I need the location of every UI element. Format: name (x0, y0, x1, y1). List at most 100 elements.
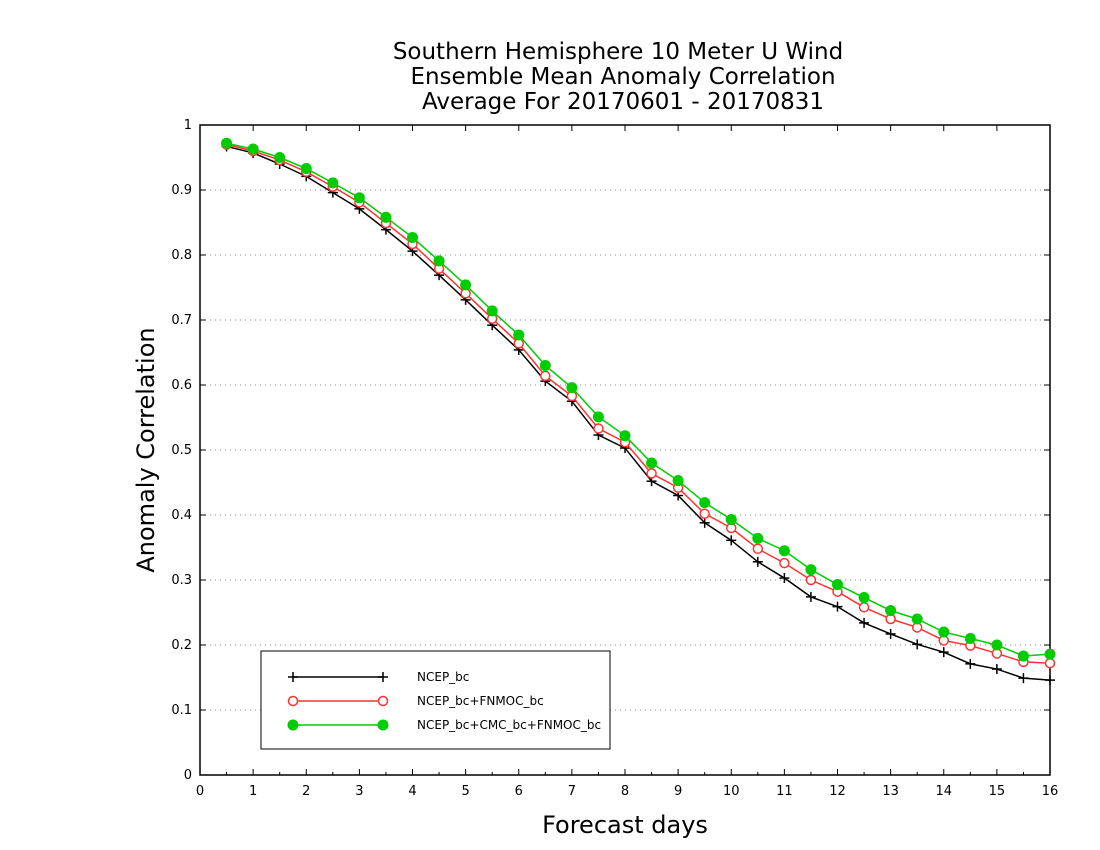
x-tick-label: 9 (674, 784, 682, 799)
data-point (858, 602, 870, 613)
data-point (778, 545, 790, 557)
data-point (805, 574, 817, 586)
x-tick-label: 6 (515, 784, 523, 799)
data-point (779, 557, 790, 569)
data-point (672, 475, 684, 487)
data-point (699, 517, 710, 528)
data-point (221, 137, 233, 149)
series-1 (221, 141, 1055, 686)
legend-label: NCEP_bc+FNMOC_bc (417, 694, 544, 708)
series (221, 137, 1056, 686)
title-line-2: Ensemble Mean Anomaly Correlation (410, 64, 835, 90)
data-point (380, 211, 392, 223)
y-tick-label: 0.1 (171, 703, 192, 718)
data-point (991, 639, 1003, 651)
data-point (1045, 675, 1055, 686)
data-point (699, 508, 710, 519)
data-point (593, 423, 604, 434)
x-tick-label: 1 (249, 784, 257, 799)
legend-marker (377, 695, 389, 707)
data-point (327, 177, 339, 189)
series-line (226, 142, 1051, 657)
legend-marker (377, 719, 389, 731)
data-point (725, 514, 737, 526)
data-point (274, 152, 286, 163)
y-tick-label: 1 (184, 118, 192, 133)
data-point (540, 370, 551, 382)
data-point (938, 647, 949, 658)
legend: NCEP_bc NCEP_bc+FNMOC_bc NCEP_bc+CMC_bc+FN… (260, 650, 611, 750)
data-point (619, 430, 631, 442)
data-point (566, 382, 578, 394)
data-point (858, 592, 870, 604)
data-point (964, 633, 976, 644)
x-tick-label: 11 (776, 784, 793, 799)
title-line-1: Southern Hemisphere 10 Meter U Wind (393, 39, 843, 65)
x-tick-label: 15 (989, 784, 1006, 799)
x-tick-label: 10 (723, 784, 740, 799)
x-tick-label: 8 (621, 784, 629, 799)
data-point (247, 143, 259, 155)
data-point (513, 329, 525, 341)
data-point (1018, 673, 1029, 684)
data-point (805, 591, 816, 602)
data-point (460, 279, 472, 291)
legend-label: NCEP_bc+CMC_bc+FNMOC_bc (417, 718, 601, 732)
series-2 (221, 139, 1056, 669)
legend-marker (288, 672, 298, 682)
data-point (486, 305, 498, 317)
legend-item: NCEP_bc+CMC_bc+FNMOC_bc (287, 718, 601, 732)
data-point (965, 658, 976, 669)
y-tick-label: 0.4 (171, 508, 192, 523)
data-point (752, 532, 764, 544)
x-tick-label: 14 (935, 784, 952, 799)
data-point (646, 468, 657, 479)
legend-label: NCEP_bc (417, 670, 469, 684)
y-tick-label: 0 (184, 768, 192, 783)
data-point (832, 579, 843, 591)
legend-item: NCEP_bc (288, 670, 469, 684)
y-tick-label: 0.9 (171, 183, 192, 198)
y-tick-label: 0.7 (171, 313, 192, 328)
data-point (592, 411, 604, 423)
title-line-3: Average For 20170601 - 20170831 (422, 89, 824, 115)
x-tick-label: 3 (355, 784, 363, 799)
x-tick-label: 2 (302, 784, 310, 799)
data-point (885, 605, 897, 617)
axes: 00.10.20.30.40.50.60.70.80.910 1 2 3 4 5 6 7 8 9 1… (171, 118, 1058, 799)
data-point (832, 601, 843, 612)
data-point (433, 255, 445, 267)
y-tick-label: 0.3 (171, 573, 192, 588)
x-tick-label: 0 (196, 784, 204, 799)
x-tick-label: 12 (829, 784, 846, 799)
data-point (1044, 657, 1056, 669)
legend-item: NCEP_bc+FNMOC_bc (287, 694, 544, 708)
legend-marker (378, 672, 388, 682)
x-axis-label: Forecast days (542, 811, 708, 839)
data-point (1017, 650, 1029, 662)
data-point (646, 457, 658, 469)
data-point (779, 573, 790, 584)
legend-marker (287, 695, 299, 707)
data-point (991, 664, 1002, 675)
data-point (885, 628, 896, 639)
series-3 (221, 137, 1056, 662)
x-tick-label: 13 (882, 784, 899, 799)
x-tick-label: 16 (1042, 784, 1059, 799)
series-line (226, 145, 1051, 681)
data-point (726, 535, 737, 546)
data-point (353, 192, 365, 204)
data-point (1044, 648, 1056, 660)
chart-title: Southern Hemisphere 10 Meter U Wind Ense… (393, 39, 843, 115)
legend-marker (287, 719, 299, 731)
data-point (699, 497, 711, 509)
y-tick-label: 0.5 (171, 443, 192, 458)
data-point (539, 360, 551, 371)
data-point (752, 556, 763, 567)
data-point (805, 564, 817, 576)
data-point (407, 231, 418, 243)
series-line (226, 143, 1051, 664)
y-axis-label: Anomaly Correlation (132, 327, 160, 572)
x-tick-label: 5 (461, 784, 469, 799)
